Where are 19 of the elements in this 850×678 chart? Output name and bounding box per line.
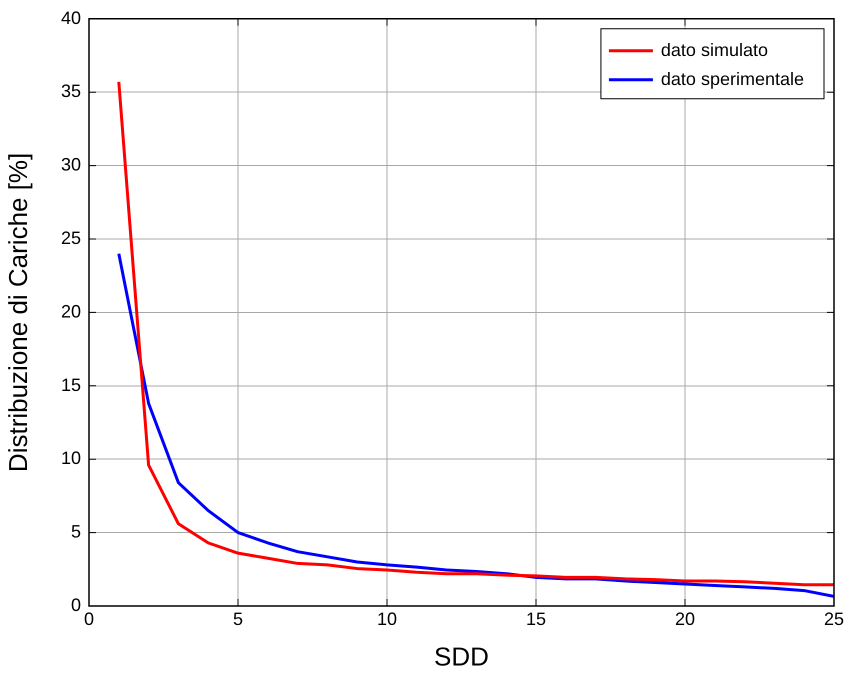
y-tick-label: 25	[60, 228, 81, 248]
y-tick-label: 5	[70, 522, 81, 542]
x-tick-label: 0	[84, 608, 94, 629]
x-tick-label: 15	[526, 608, 546, 629]
y-tick-label: 0	[70, 594, 81, 615]
x-tick-label: 25	[824, 608, 844, 629]
y-tick-label: 40	[60, 8, 81, 28]
y-tick-label: 30	[60, 154, 81, 175]
y-tick-label: 20	[60, 301, 81, 322]
legend-label: dato simulato	[660, 40, 768, 60]
x-tick-label: 20	[674, 608, 696, 629]
y-tick-label: 35	[60, 81, 81, 102]
x-axis-title: SDD	[434, 642, 489, 672]
y-axis-title: Distribuzione di Cariche [%]	[2, 152, 33, 472]
y-tick-label: 10	[60, 448, 81, 468]
legend-label: dato sperimentale	[660, 68, 804, 89]
x-tick-label: 10	[376, 608, 398, 629]
y-tick-label: 15	[60, 374, 81, 395]
x-tick-label: 5	[232, 608, 244, 629]
